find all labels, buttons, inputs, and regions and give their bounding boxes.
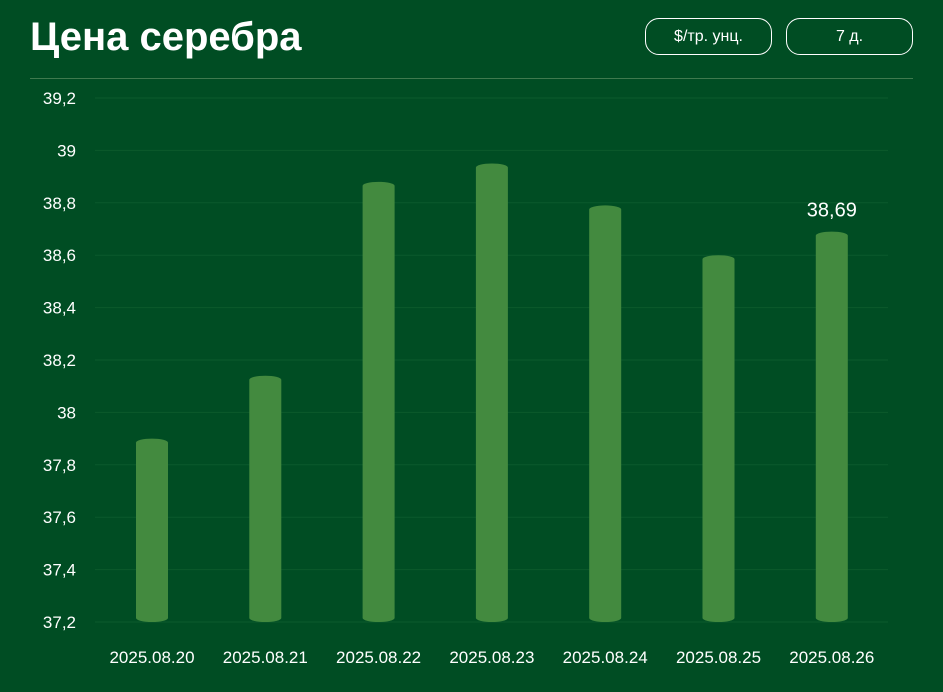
y-tick-label: 37,4 [43, 561, 76, 580]
x-tick-label: 2025.08.26 [789, 648, 874, 667]
data-label: 38,69 [807, 200, 857, 222]
bar-2025.08.23[interactable] [475, 163, 508, 623]
bar-2025.08.21[interactable] [249, 375, 282, 622]
y-tick-label: 37,6 [43, 508, 76, 527]
header-divider [30, 78, 913, 79]
y-tick-label: 38,8 [43, 194, 76, 213]
x-tick-label: 2025.08.24 [563, 648, 648, 667]
y-tick-label: 37,2 [43, 613, 76, 632]
range-selector-button[interactable]: 7 д. [786, 18, 913, 55]
y-axis-tick-labels: 37,2 37,4 37,6 37,8 38 38,2 38,4 38,6 38,8 39 39,2 [43, 89, 76, 632]
x-axis-tick-labels: 2025.08.20 2025.08.21 2025.08.22 2025.08.23… [109, 648, 874, 667]
y-tick-label: 38 [57, 403, 76, 422]
bars [136, 163, 848, 623]
x-tick-label: 2025.08.25 [676, 648, 761, 667]
bar-2025.08.25[interactable] [702, 255, 735, 622]
x-tick-label: 2025.08.23 [449, 648, 534, 667]
unit-selector-button[interactable]: $/тр. унц. [645, 18, 772, 55]
y-tick-label: 38,4 [43, 299, 76, 318]
page-title: Цена серебра [30, 15, 302, 59]
y-tick-label: 39,2 [43, 89, 76, 108]
x-tick-label: 2025.08.21 [223, 648, 308, 667]
y-tick-label: 39 [57, 141, 76, 160]
bar-2025.08.26[interactable] [815, 231, 848, 622]
bar-2025.08.20[interactable] [136, 438, 168, 622]
bar-2025.08.24[interactable] [589, 205, 622, 623]
y-tick-label: 37,8 [43, 456, 76, 475]
data-labels: 38,69 [807, 200, 857, 222]
bar-2025.08.22[interactable] [362, 181, 395, 622]
x-tick-label: 2025.08.22 [336, 648, 421, 667]
y-tick-label: 38,2 [43, 351, 76, 370]
x-tick-label: 2025.08.20 [109, 648, 194, 667]
y-tick-label: 38,6 [43, 246, 76, 265]
chart-header: Цена серебра $/тр. унц. 7 д. [0, 0, 943, 78]
